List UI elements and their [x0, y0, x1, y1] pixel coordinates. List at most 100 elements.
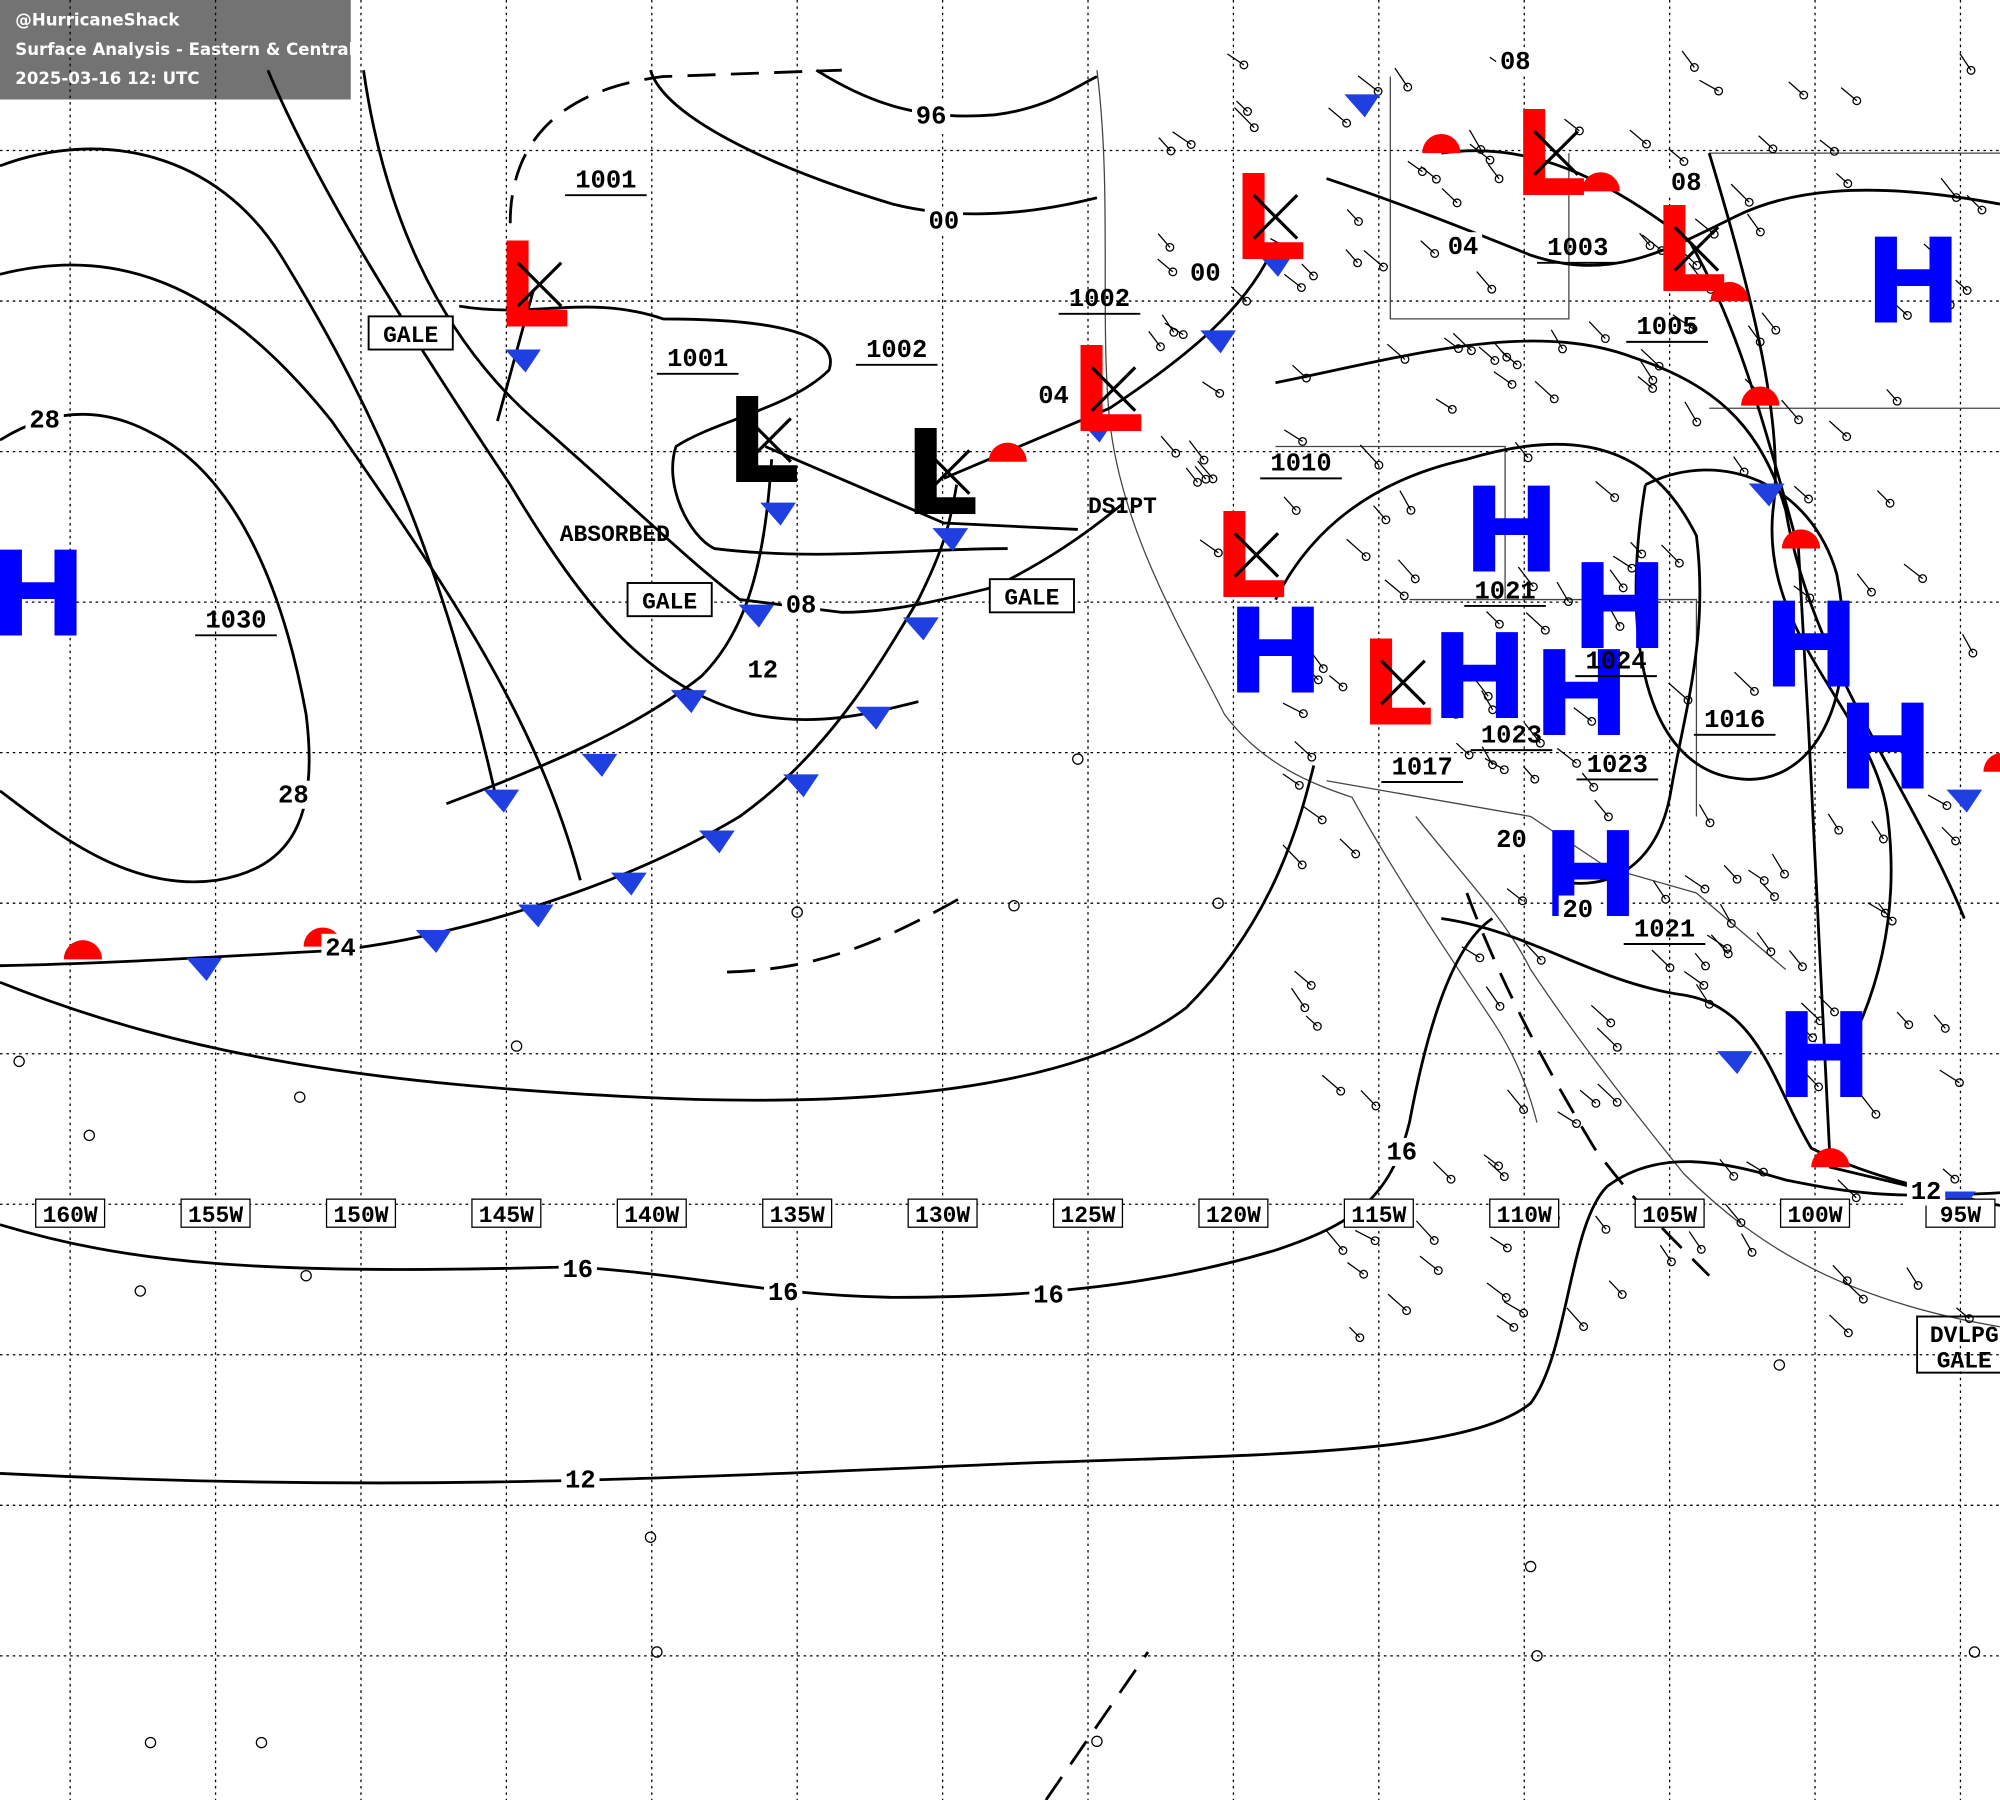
isobar-label: 12: [565, 1466, 596, 1495]
cold-front-pip: [1748, 483, 1785, 507]
station: [1940, 1023, 1950, 1033]
wind-barb: [1469, 129, 1482, 150]
border: [1275, 76, 2000, 817]
wind-barb: [1639, 232, 1651, 247]
wind-barb: [1640, 348, 1660, 367]
station: [1540, 625, 1550, 635]
cold-front-pip: [517, 904, 554, 928]
station: [1313, 675, 1323, 685]
station: [1186, 140, 1196, 149]
wind-barb: [1699, 277, 1712, 290]
station: [1771, 325, 1781, 335]
station: [1589, 782, 1599, 792]
station: [1509, 1322, 1519, 1332]
isobar-label-bg: [1558, 895, 1597, 924]
station: [1962, 286, 1972, 295]
longitude-box: [1489, 1198, 1560, 1228]
wind-barb: [1903, 563, 1924, 580]
station: [1291, 506, 1301, 515]
longitude-label: 115W: [1351, 1203, 1406, 1229]
station: [1351, 849, 1361, 859]
wind-barb: [1579, 1089, 1597, 1104]
isobar: [266, 69, 919, 722]
cold-front-pip: [932, 528, 969, 552]
wind-barb: [1387, 1293, 1408, 1312]
isobar: [0, 765, 1316, 1102]
station: [1587, 716, 1597, 726]
wind-barb: [1608, 605, 1621, 627]
wind-barb: [1435, 398, 1453, 410]
station: [1501, 1292, 1511, 1302]
station: [1487, 284, 1497, 294]
wind-barb: [1688, 1231, 1702, 1250]
wind-barb: [1758, 135, 1774, 150]
cold-front-pip: [610, 872, 647, 896]
station: [1399, 591, 1409, 601]
station: [1851, 1193, 1861, 1203]
station: [1370, 1236, 1380, 1246]
isobar-label-bg: [781, 590, 821, 619]
wind-barb: [1483, 1154, 1500, 1167]
labels: 160W 155W 150W 145W 140W 135W 130W 125W 120W 115W…: [0, 47, 2000, 1495]
isobar-label: 08: [1500, 48, 1531, 77]
station: [1285, 245, 1295, 255]
station: [1549, 394, 1559, 404]
isobar: [0, 917, 1494, 1299]
wind-barb: [1478, 346, 1496, 361]
station: [1536, 955, 1546, 965]
wind-barb: [1291, 364, 1307, 379]
wind-barb: [1871, 820, 1885, 840]
isobar: [0, 1160, 2000, 1485]
isobar-label: 00: [1190, 260, 1221, 289]
station: [1945, 300, 1955, 310]
header-title: Surface Analysis - Eastern & Central Pac…: [15, 40, 484, 59]
wind-barb: [1788, 950, 1803, 968]
station: [1648, 384, 1658, 393]
cold-front-pip: [1079, 419, 1115, 443]
longitude-box: [180, 1198, 251, 1228]
wind-barb: [1525, 612, 1546, 631]
station: [1618, 583, 1628, 593]
wind-barb: [1199, 539, 1219, 554]
isobar: [649, 69, 1098, 216]
station: [1531, 178, 1541, 187]
center-cross: [1090, 366, 1137, 412]
wind-barb: [1517, 566, 1534, 588]
cold-front-pip: [1257, 253, 1294, 277]
wind-barb: [1740, 1233, 1753, 1253]
station: [1165, 242, 1175, 252]
station: [1208, 474, 1218, 484]
wind-barb: [1397, 559, 1416, 580]
station: [1797, 962, 1807, 972]
station: [1758, 1167, 1768, 1177]
station: [1637, 549, 1647, 559]
station: [1830, 1007, 1839, 1017]
central-pressure: 1030: [205, 607, 266, 636]
station: [1494, 619, 1504, 629]
wind-barb: [1420, 166, 1437, 180]
station: [1494, 174, 1504, 184]
pressure-center-letter: L: [725, 373, 800, 510]
wind-barb: [1706, 934, 1728, 949]
wind-barb: [1927, 794, 1948, 807]
station: [1829, 146, 1839, 156]
isobar-label-bg: [924, 206, 964, 235]
station: [1871, 1109, 1881, 1119]
wind-barb: [1301, 804, 1323, 821]
wind-barb: [1419, 1255, 1439, 1272]
station: [1736, 1218, 1746, 1228]
center-cross: [516, 261, 563, 308]
longitude-box: [1052, 1198, 1124, 1228]
wind-barb: [1455, 742, 1470, 756]
cold-front-pip: [670, 690, 707, 714]
station: [144, 1736, 157, 1749]
wind-barb: [1360, 1090, 1377, 1107]
pressure-center-letter: L: [904, 405, 979, 542]
wind-barb: [1556, 581, 1570, 602]
station: [1193, 477, 1203, 487]
wind-barb: [1597, 1083, 1618, 1103]
station: [1722, 943, 1732, 953]
pressure-center-letter: H: [1836, 679, 1934, 816]
station: [1683, 695, 1693, 705]
